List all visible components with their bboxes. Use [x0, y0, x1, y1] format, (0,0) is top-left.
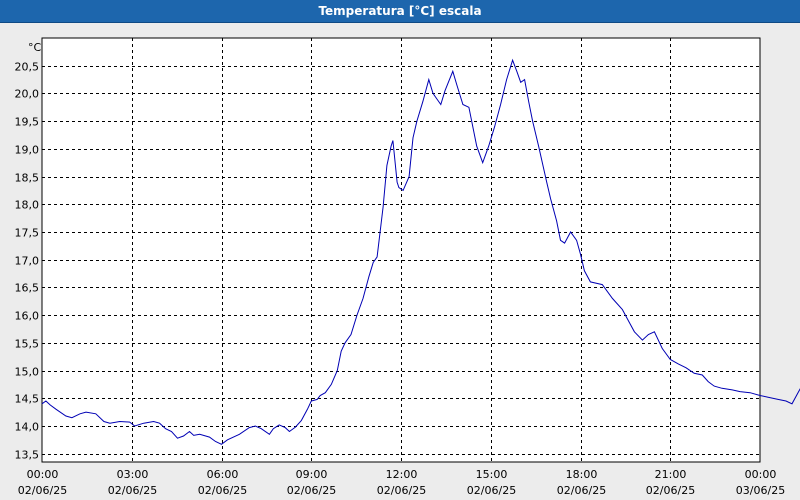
y-tick-label: 20,5: [15, 61, 40, 74]
chart-title: Temperatura [°C] escala: [0, 0, 800, 23]
x-tick-date: 02/06/25: [467, 484, 516, 497]
y-tick-label: 17,0: [15, 255, 40, 268]
series-layer: [41, 58, 800, 445]
x-tick-date: 02/06/25: [108, 484, 157, 497]
y-tick-label: 20,0: [15, 88, 40, 101]
y-tick-label: 17,5: [15, 227, 40, 240]
y-tick-label: 15,0: [15, 366, 40, 379]
y-tick-label: 16,5: [15, 282, 40, 295]
x-tick-time: 18:00: [566, 468, 598, 481]
y-tick-label: 15,5: [15, 338, 40, 351]
y-tick-label: 18,5: [15, 172, 40, 185]
x-tick-date: 02/06/25: [18, 484, 67, 497]
x-tick-time: 00:00: [745, 468, 777, 481]
x-tick-time: 06:00: [207, 468, 239, 481]
x-tick-date: 02/06/25: [646, 484, 695, 497]
x-tick-time: 21:00: [655, 468, 687, 481]
y-tick-label: 18,0: [15, 199, 40, 212]
x-tick-time: 09:00: [296, 468, 328, 481]
y-tick-label: 14,0: [15, 421, 40, 434]
y-tick-label: 14,5: [15, 393, 40, 406]
x-tick-date: 03/06/25: [736, 484, 785, 497]
temperature-series-line: [41, 58, 800, 445]
x-tick-date: 02/06/25: [287, 484, 336, 497]
x-tick-date: 02/06/25: [377, 484, 426, 497]
y-tick-label: 16,0: [15, 310, 40, 323]
y-tick-label: 19,0: [15, 144, 40, 157]
x-tick-date: 02/06/25: [198, 484, 247, 497]
x-axis-ticks: 00:00 02/06/25 03:00 02/06/25 06:00 02/06/25 0…: [18, 468, 785, 497]
y-tick-label: 13,5: [15, 449, 40, 462]
x-tick-time: 15:00: [476, 468, 508, 481]
x-tick-time: 03:00: [117, 468, 149, 481]
x-tick-time: 00:00: [27, 468, 59, 481]
x-tick-time: 12:00: [386, 468, 418, 481]
y-tick-label: 19,5: [15, 116, 40, 129]
x-tick-date: 02/06/25: [557, 484, 606, 497]
y-axis-ticks: 13,5 14,0 14,5 15,0 15,5 16,0 16,5 17,0 17,5 18,0…: [15, 61, 40, 462]
y-unit-label: °C: [28, 41, 42, 54]
grid: [42, 38, 760, 462]
